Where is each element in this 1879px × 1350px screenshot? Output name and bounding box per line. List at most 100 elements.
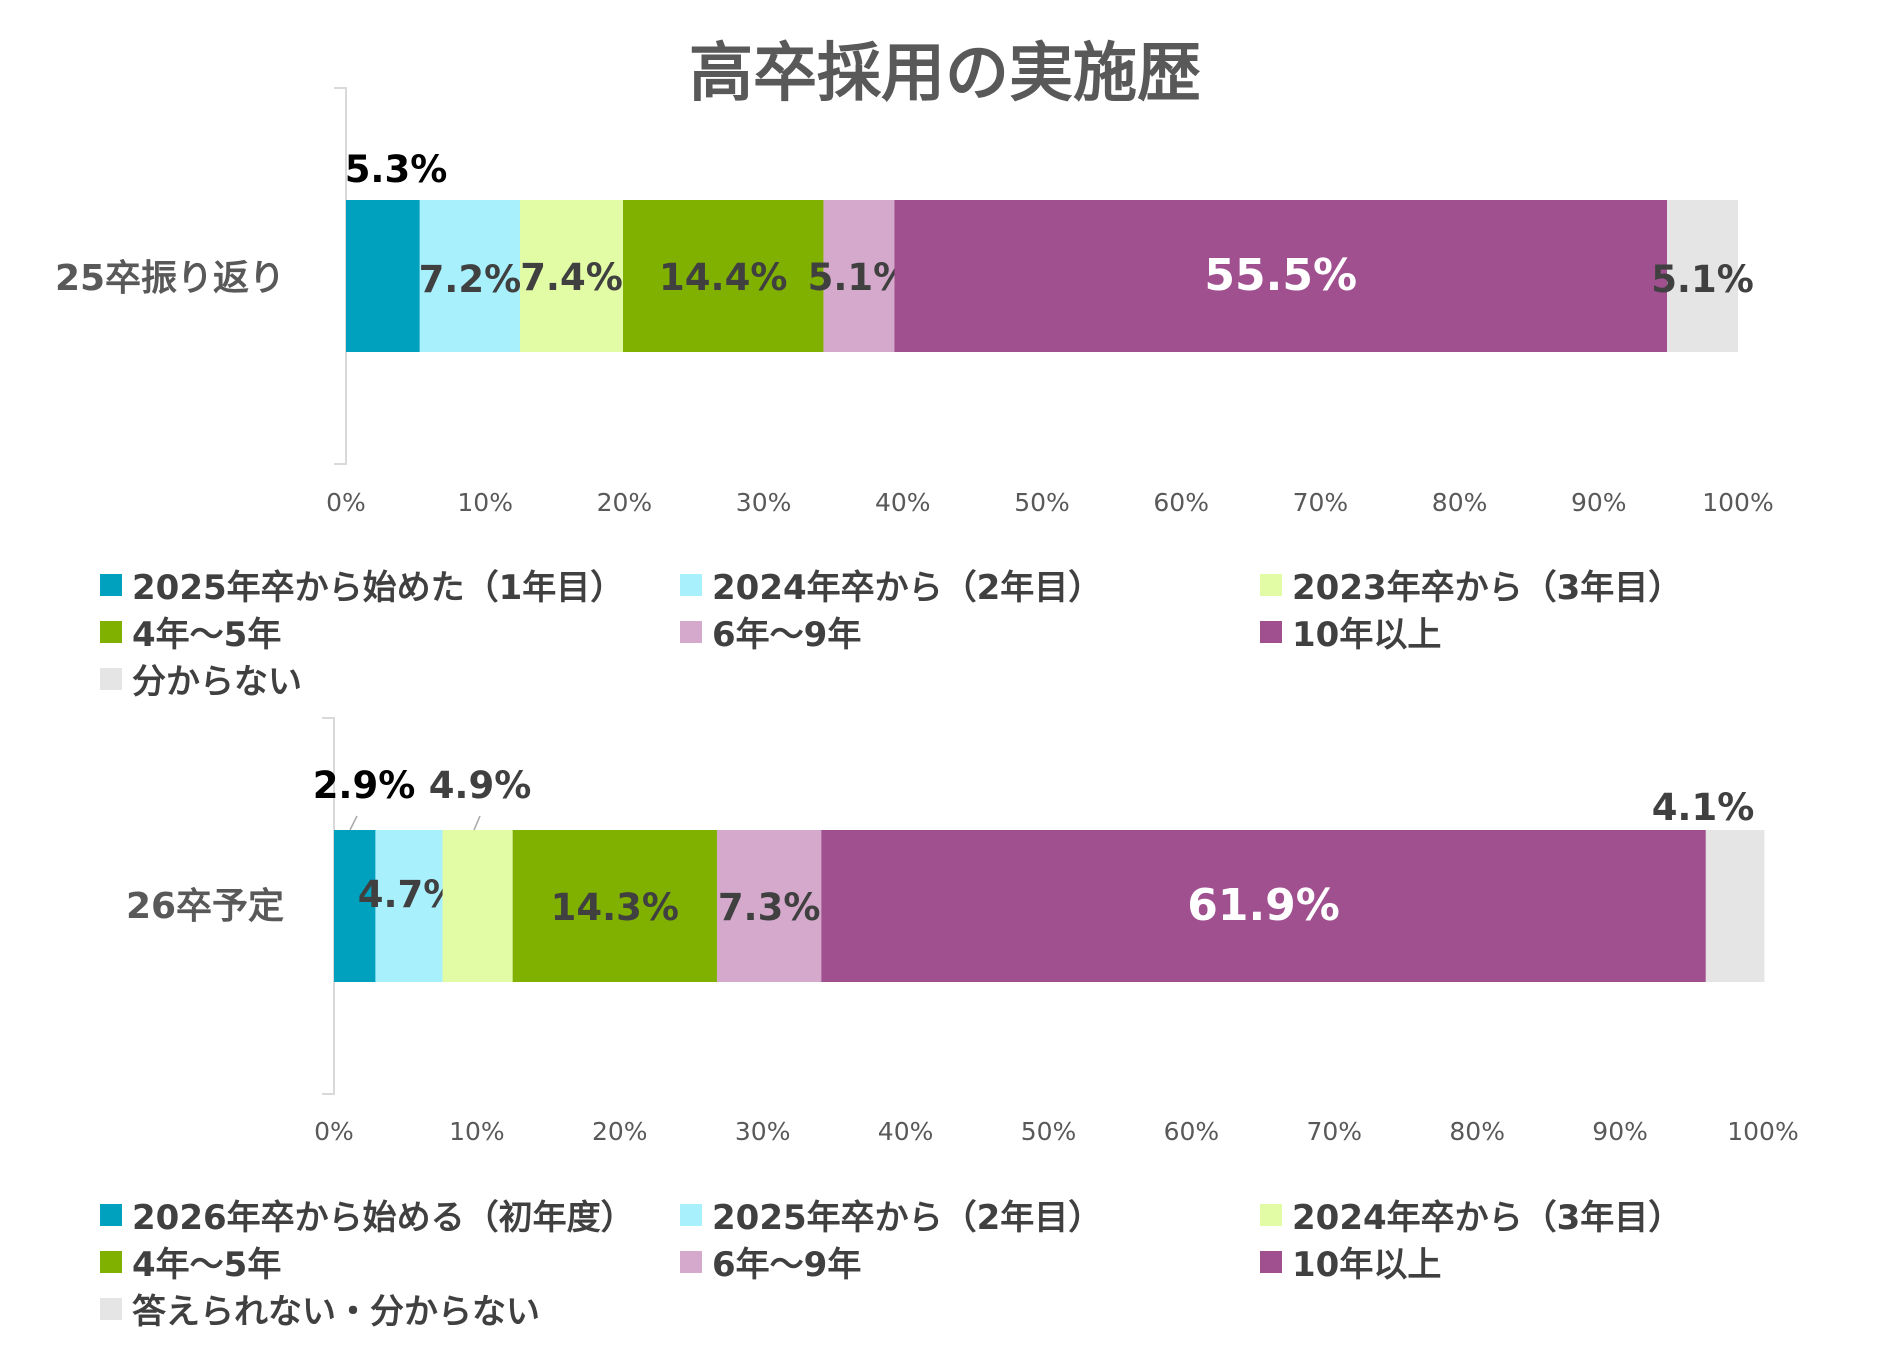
legend-swatch bbox=[680, 1250, 702, 1273]
legend-swatch bbox=[100, 667, 122, 690]
legend-swatch bbox=[100, 573, 122, 596]
x-tick-label: 30% bbox=[736, 488, 792, 517]
legend-swatch bbox=[100, 1203, 122, 1226]
legend-item: 4年～5年 bbox=[100, 1237, 281, 1286]
data-label: 14.3% bbox=[551, 886, 679, 929]
legend-item: 分からない bbox=[100, 654, 302, 703]
legend-label: 答えられない・分からない bbox=[132, 1292, 540, 1332]
chart-panel-25sotsu: 25卒振り返り 0% 10% 20% 30% 40% 50% 60% 70% 80% 90% 100%… bbox=[55, 87, 1774, 517]
category-label: 25卒振り返り bbox=[55, 258, 285, 299]
x-tick-label: 90% bbox=[1571, 488, 1627, 517]
data-label: 7.3% bbox=[718, 886, 821, 929]
chart-title: 高卒採用の実施歴 bbox=[689, 37, 1201, 111]
x-tick-label: 30% bbox=[735, 1117, 791, 1146]
bar-segment bbox=[375, 830, 443, 982]
legend-item: 答えられない・分からない bbox=[100, 1284, 540, 1333]
legend-item: 2023年卒から（3年目） bbox=[1260, 560, 1682, 609]
legend-swatch bbox=[1260, 573, 1282, 596]
x-tick-label: 10% bbox=[457, 488, 513, 517]
bar-segment bbox=[716, 830, 822, 982]
legend-label: 4年～5年 bbox=[132, 615, 282, 655]
legend-item: 2025年卒から始めた（1年目） bbox=[100, 560, 624, 609]
x-tick-label: 80% bbox=[1432, 488, 1488, 517]
leader-line bbox=[473, 815, 481, 831]
x-tick-label: 20% bbox=[592, 1117, 648, 1146]
data-label: 14.4% bbox=[659, 256, 787, 299]
x-tick-label: 60% bbox=[1153, 488, 1209, 517]
x-tick-label: 100% bbox=[1727, 1117, 1798, 1146]
data-label: 61.9% bbox=[1187, 880, 1340, 931]
data-label: 5.3% bbox=[345, 148, 448, 191]
legend-label: 2023年卒から（3年目） bbox=[1292, 568, 1683, 608]
legend-item: 2025年卒から（2年目） bbox=[680, 1190, 1102, 1239]
legend-label: 2026年卒から始める（初年度） bbox=[132, 1198, 635, 1238]
legend-swatch bbox=[100, 1250, 122, 1273]
x-tick-label: 80% bbox=[1449, 1117, 1505, 1146]
legend-label: 2024年卒から（3年目） bbox=[1292, 1198, 1683, 1238]
bar-segment bbox=[512, 830, 717, 982]
bar-segment bbox=[1667, 200, 1738, 352]
x-tick-label: 40% bbox=[875, 488, 931, 517]
legend-label: 6年～9年 bbox=[712, 1245, 862, 1285]
legend-label: 6年～9年 bbox=[712, 615, 862, 655]
legend-label: 10年以上 bbox=[1292, 615, 1442, 655]
legend-item: 2026年卒から始める（初年度） bbox=[100, 1190, 635, 1239]
legend-swatch bbox=[1260, 620, 1282, 643]
bar-segment bbox=[419, 200, 520, 352]
legend-item: 2024年卒から（3年目） bbox=[1260, 1190, 1682, 1239]
bar-segment bbox=[823, 200, 895, 352]
bar-segment bbox=[623, 200, 824, 352]
legend-label: 2025年卒から（2年目） bbox=[712, 1198, 1103, 1238]
legend-label: 2025年卒から始めた（1年目） bbox=[132, 568, 625, 608]
x-tick-label: 20% bbox=[597, 488, 653, 517]
data-label: 5.1% bbox=[1651, 258, 1754, 301]
legend-item: 4年～5年 bbox=[100, 607, 281, 656]
x-tick-label: 50% bbox=[1014, 488, 1070, 517]
legend-item: 6年～9年 bbox=[680, 1237, 861, 1286]
bar-segment bbox=[442, 830, 513, 982]
x-tick-label: 40% bbox=[878, 1117, 934, 1146]
x-tick-label: 90% bbox=[1592, 1117, 1648, 1146]
legend-item: 10年以上 bbox=[1260, 607, 1441, 656]
legend-swatch bbox=[680, 573, 702, 596]
chart-panel-26sotsu: 26卒予定 0% 10% 20% 30% 40% 50% 60% 70% 80% 90% 100% 2.… bbox=[126, 717, 1799, 1146]
category-label: 26卒予定 bbox=[126, 886, 284, 927]
bar-segment bbox=[894, 200, 1668, 352]
data-label: 7.4% bbox=[520, 256, 623, 299]
legend-swatch bbox=[1260, 1203, 1282, 1226]
legend-item: 2024年卒から（2年目） bbox=[680, 560, 1102, 609]
legend-item: 6年～9年 bbox=[680, 607, 861, 656]
legend-label: 10年以上 bbox=[1292, 1245, 1442, 1285]
legend-26sotsu: 2026年卒から始める（初年度） 2025年卒から（2年目） 2024年卒から（3年… bbox=[100, 1190, 1820, 1333]
x-tick-label: 10% bbox=[449, 1117, 505, 1146]
x-tick-label: 50% bbox=[1021, 1117, 1077, 1146]
data-label: 4.9% bbox=[429, 764, 532, 807]
x-tick-label: 0% bbox=[314, 1117, 354, 1146]
data-label: 2.9% bbox=[313, 764, 416, 807]
legend-label: 2024年卒から（2年目） bbox=[712, 568, 1103, 608]
data-label: 4.1% bbox=[1652, 786, 1755, 829]
bar-segment bbox=[1705, 830, 1765, 982]
x-tick-label: 0% bbox=[326, 488, 366, 517]
bar-segment bbox=[821, 830, 1706, 982]
legend-swatch bbox=[680, 1203, 702, 1226]
x-tick-label: 100% bbox=[1702, 488, 1773, 517]
data-label: 7.2% bbox=[419, 258, 522, 301]
x-tick-label: 60% bbox=[1164, 1117, 1220, 1146]
x-tick-label: 70% bbox=[1307, 1117, 1363, 1146]
legend-swatch bbox=[100, 620, 122, 643]
leader-line bbox=[349, 815, 358, 831]
x-tick-label: 70% bbox=[1293, 488, 1349, 517]
bar-segment bbox=[346, 200, 420, 352]
data-label: 5.1% bbox=[808, 256, 911, 299]
category-axis bbox=[334, 87, 347, 465]
legend-swatch bbox=[100, 1297, 122, 1320]
legend-25sotsu: 2025年卒から始めた（1年目） 2024年卒から（2年目） 2023年卒から（3年… bbox=[100, 560, 1820, 703]
data-label: 55.5% bbox=[1204, 250, 1357, 301]
bar-segment bbox=[334, 830, 376, 982]
legend-swatch bbox=[1260, 1250, 1282, 1273]
legend-item: 10年以上 bbox=[1260, 1237, 1441, 1286]
bar-segment bbox=[520, 200, 624, 352]
legend-label: 4年～5年 bbox=[132, 1245, 282, 1285]
